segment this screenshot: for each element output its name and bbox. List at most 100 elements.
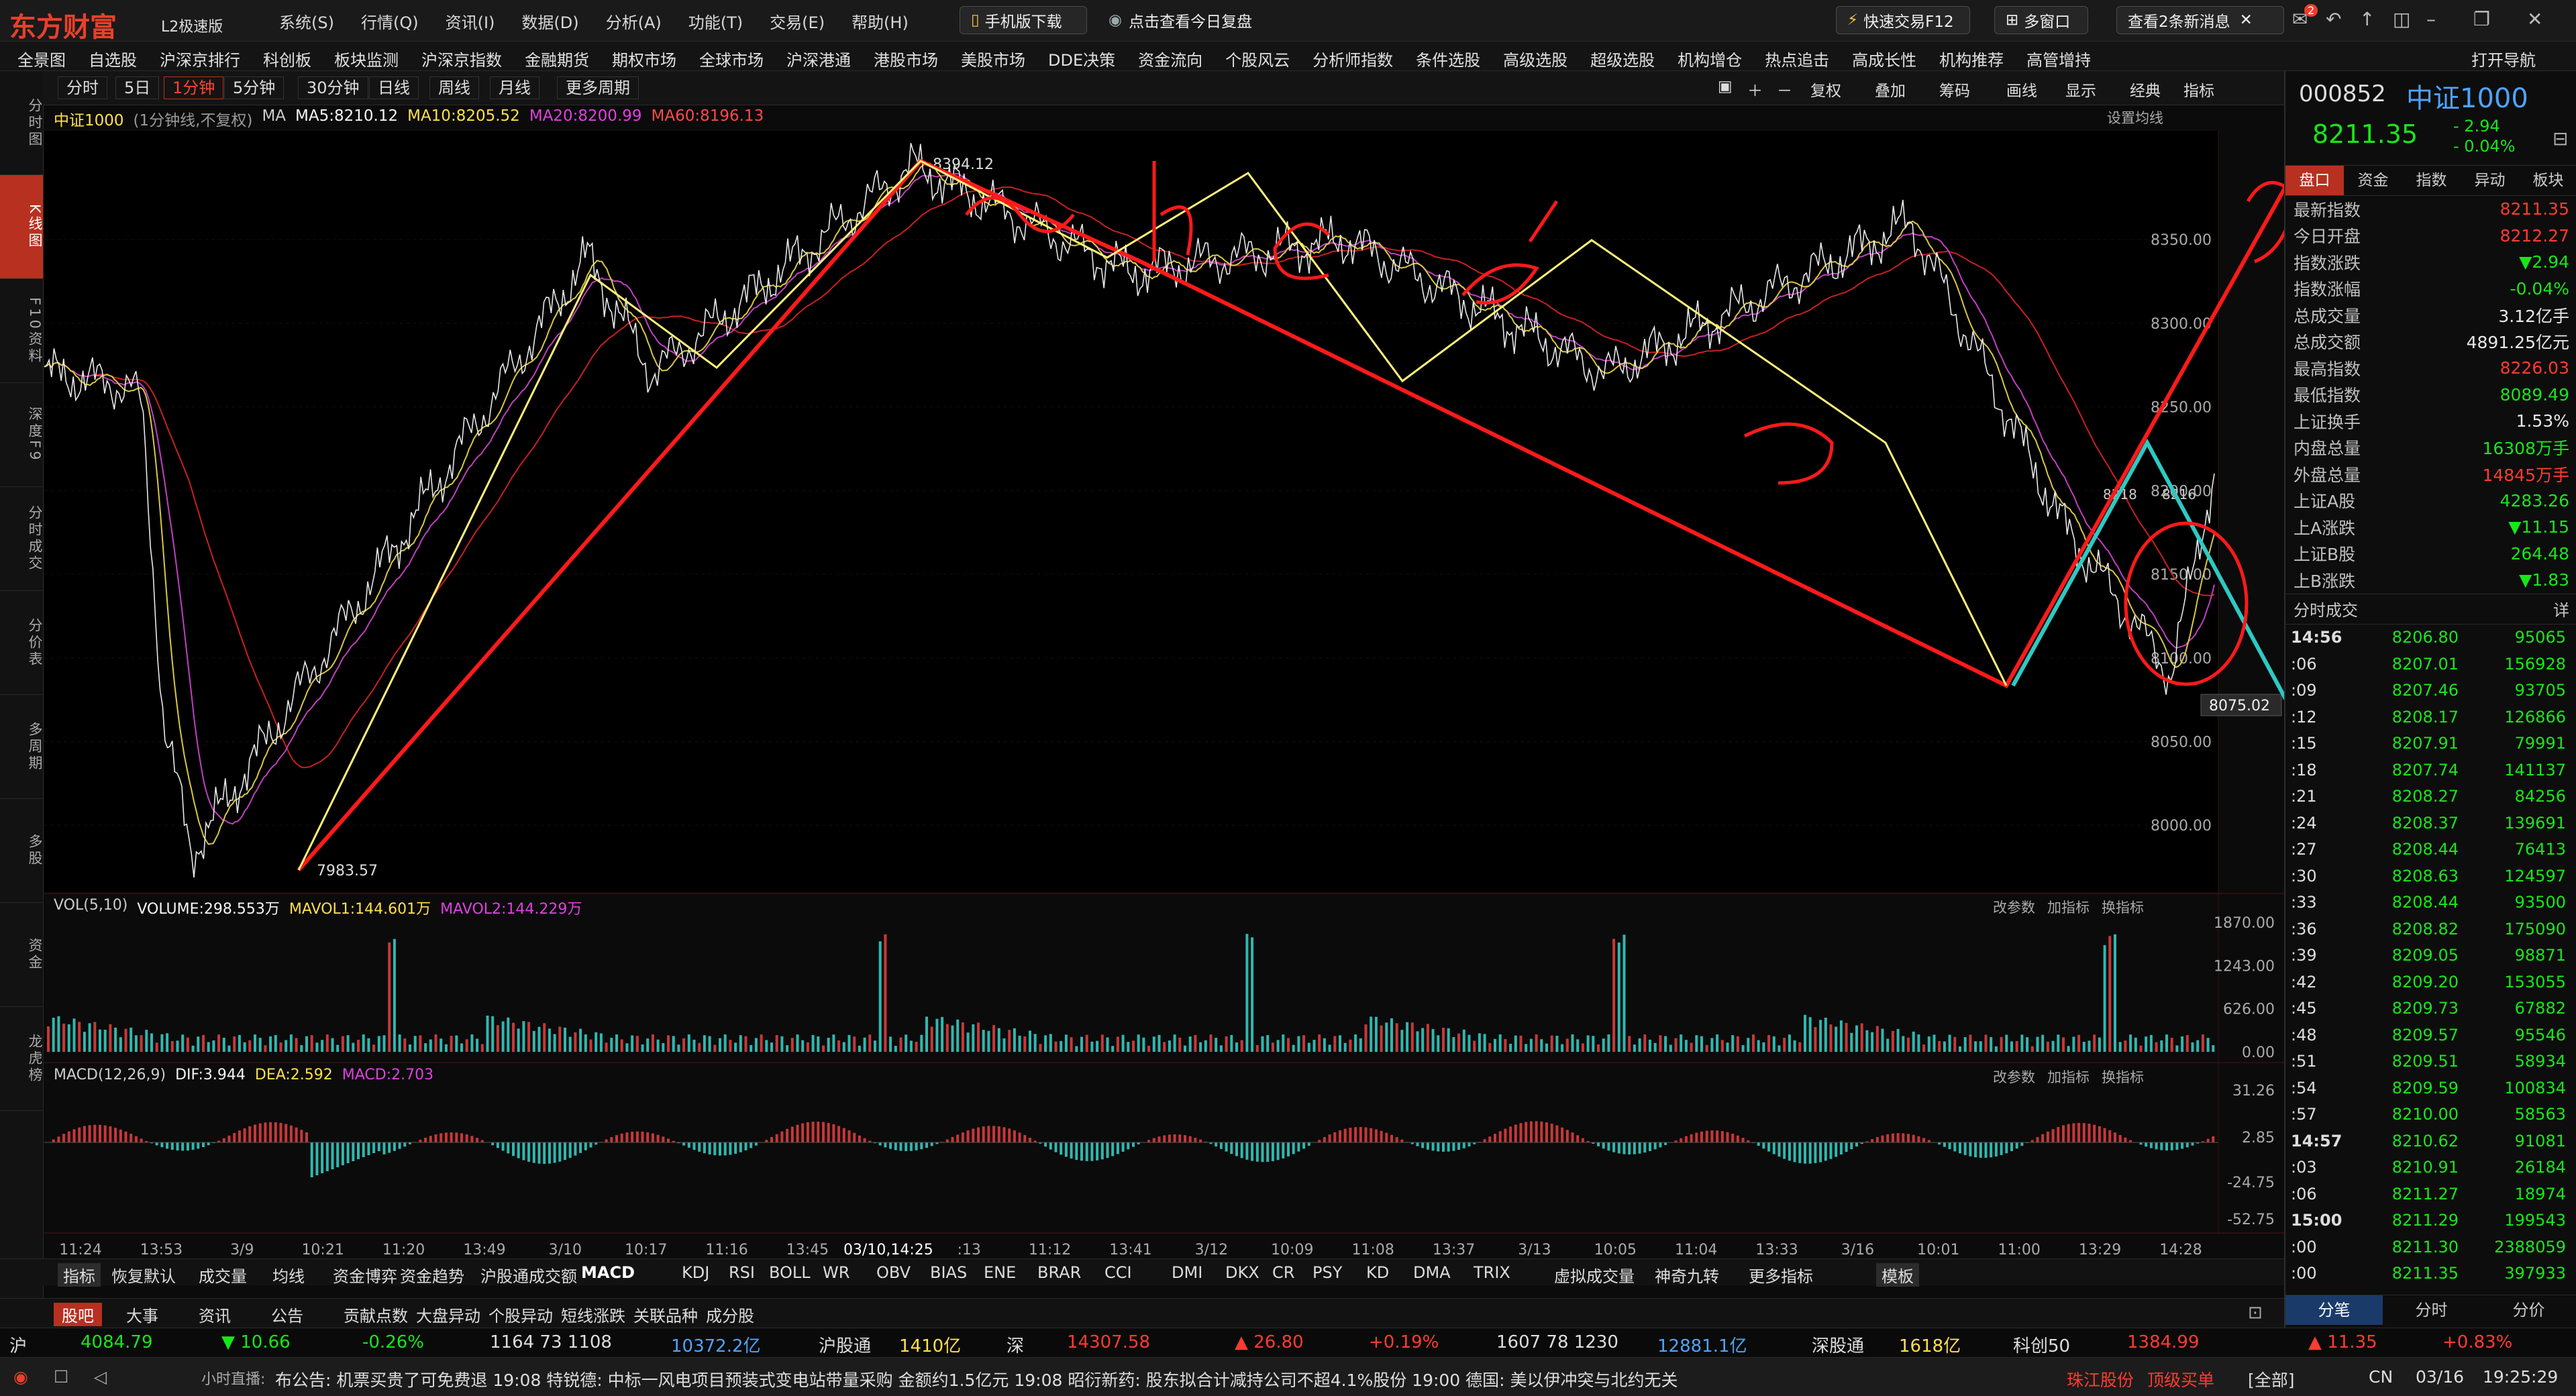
minimize-icon[interactable]: – — [2426, 8, 2436, 30]
indicator-tab[interactable]: BRAR — [1037, 1263, 1082, 1282]
period-tab[interactable]: 5分钟 — [224, 76, 285, 99]
alert-filter[interactable]: [全部] — [2248, 1371, 2295, 1390]
tab-ticks[interactable]: 分笔 — [2285, 1295, 2383, 1325]
news-tab[interactable]: 成分股 — [706, 1307, 754, 1326]
draw-button[interactable]: 画线 — [2006, 83, 2037, 100]
period-tab[interactable]: 周线 — [429, 76, 479, 99]
classic-button[interactable]: 经典 — [2130, 83, 2161, 100]
nav-item[interactable]: 热点追击 — [1765, 51, 1830, 70]
nav-item[interactable]: 高成长性 — [1852, 51, 1917, 70]
news-tab[interactable]: 公告 — [271, 1307, 303, 1326]
nav-item[interactable]: 沪深港通 — [786, 51, 851, 70]
chips-button[interactable]: 筹码 — [1939, 83, 1970, 100]
nav-item[interactable]: 机构增仓 — [1678, 51, 1743, 70]
left-tab[interactable]: 分时图 — [0, 71, 43, 175]
indicator-tab[interactable]: 资金博弈 — [333, 1267, 397, 1286]
macd-add-indicator[interactable]: 加指标 — [2047, 1069, 2090, 1085]
menu-quote[interactable]: 行情(Q) — [360, 13, 419, 32]
adjust-button[interactable]: 复权 — [1810, 83, 1841, 100]
back-icon[interactable]: ↶ — [2326, 8, 2342, 30]
nav-item[interactable]: 美股市场 — [961, 51, 1025, 70]
news-tab[interactable]: 大事 — [126, 1307, 158, 1326]
period-tab[interactable]: 月线 — [490, 76, 539, 99]
menu-analysis[interactable]: 分析(A) — [605, 13, 662, 32]
skin-icon[interactable]: ◫ — [2393, 8, 2411, 30]
nav-item[interactable]: 港股市场 — [874, 51, 938, 70]
back-nav-icon[interactable]: ◁ — [94, 1367, 107, 1387]
tab-price[interactable]: 分价 — [2512, 1301, 2545, 1320]
kc-index[interactable]: 1384.99 — [2127, 1332, 2200, 1352]
nav-item[interactable]: 全球市场 — [699, 51, 764, 70]
menu-news[interactable]: 资讯(I) — [445, 13, 495, 32]
left-tab[interactable]: 分时成交 — [0, 487, 43, 591]
zoom-in-icon[interactable]: ＋ — [1747, 83, 1763, 100]
quote-tab[interactable]: 板块 — [2532, 172, 2564, 189]
left-tab[interactable]: 多股 — [0, 799, 43, 903]
indicator-tab[interactable]: OBV — [876, 1263, 911, 1282]
news-tab[interactable]: 关联品种 — [633, 1307, 698, 1326]
period-tab[interactable]: 更多周期 — [557, 76, 639, 99]
indicator-tab[interactable]: BOLL — [769, 1263, 811, 1282]
indicator-tab[interactable]: 恢复默认 — [111, 1267, 176, 1286]
indicator-tab[interactable]: ENE — [984, 1263, 1017, 1282]
indicator-tab[interactable]: 虚拟成交量 — [1554, 1267, 1635, 1286]
alert-stock[interactable]: 珠江股份 — [2067, 1371, 2134, 1390]
nav-item[interactable]: 板块监测 — [334, 51, 399, 70]
quote-tab[interactable]: 盘口 — [2285, 166, 2344, 195]
news-tab[interactable]: 个股异动 — [488, 1307, 553, 1326]
left-tab[interactable]: 分价表 — [0, 591, 43, 695]
nav-item[interactable]: 科创板 — [263, 51, 311, 70]
indicator-tab[interactable]: 神奇九转 — [1655, 1267, 1719, 1286]
period-tab[interactable]: 1分钟 — [164, 76, 224, 99]
indicator-tab[interactable]: WR — [823, 1263, 850, 1282]
stop-icon[interactable]: ☐ — [54, 1367, 69, 1387]
fast-trade-button[interactable]: ⚡ 快速交易F12 — [1836, 6, 1970, 34]
ma-setting-button[interactable]: 设置均线 — [2107, 110, 2163, 126]
quote-tab[interactable]: 资金 — [2357, 172, 2389, 189]
news-tab[interactable]: 短线涨跌 — [561, 1307, 625, 1326]
period-tab[interactable]: 日线 — [369, 76, 419, 99]
indicator-tab[interactable]: KD — [1366, 1263, 1390, 1282]
indicator-tab[interactable]: TRIX — [1474, 1263, 1510, 1282]
indicator-tab[interactable]: BIAS — [930, 1263, 968, 1282]
nav-item[interactable]: 自选股 — [89, 51, 137, 70]
daily-review-link[interactable]: ◉ 点击查看今日复盘 — [1109, 11, 1253, 31]
nav-item[interactable]: 机构推荐 — [1939, 51, 2004, 70]
indicator-tab[interactable]: PSY — [1312, 1263, 1343, 1282]
menu-trade[interactable]: 交易(E) — [770, 13, 825, 32]
mail-icon[interactable]: ✉ 2 — [2292, 4, 2318, 30]
vol-edit-params[interactable]: 改参数 — [1993, 900, 2035, 916]
left-tab[interactable]: 多周期 — [0, 695, 43, 799]
record-icon[interactable]: ◉ — [13, 1367, 28, 1387]
nav-item[interactable]: 条件选股 — [1416, 51, 1481, 70]
indicator-button[interactable]: 指标 — [2183, 83, 2214, 100]
indicator-tab[interactable]: 资金趋势 — [400, 1267, 464, 1286]
indicator-tab[interactable]: RSI — [729, 1263, 755, 1282]
nav-item[interactable]: 高级选股 — [1503, 51, 1568, 70]
zoom-out-icon[interactable]: － — [1777, 83, 1792, 100]
indicator-tab[interactable]: 模板 — [1876, 1263, 1919, 1287]
nav-item[interactable]: 期权市场 — [612, 51, 676, 70]
nav-item[interactable]: DDE决策 — [1048, 51, 1116, 70]
indicator-tab[interactable]: DMA — [1413, 1263, 1451, 1282]
trade-list[interactable]: 14:56 8206.80 95065:06 8207.01 156928:09 8207… — [2285, 625, 2576, 1287]
left-tab[interactable]: 龙虎榜 — [0, 1007, 43, 1111]
left-tab[interactable]: 资金 — [0, 903, 43, 1007]
menu-data[interactable]: 数据(D) — [521, 13, 579, 32]
nav-item[interactable]: 沪深京排行 — [160, 51, 240, 70]
window-close-icon[interactable]: ✕ — [2527, 8, 2543, 30]
nav-item[interactable]: 资金流向 — [1138, 51, 1203, 70]
menu-system[interactable]: 系统(S) — [279, 13, 334, 32]
period-tab[interactable]: 分时 — [58, 76, 107, 99]
nav-item[interactable]: 超级选股 — [1590, 51, 1655, 70]
macd-edit-params[interactable]: 改参数 — [1993, 1069, 2035, 1085]
macd-switch-indicator[interactable]: 换指标 — [2102, 1069, 2144, 1085]
vol-add-indicator[interactable]: 加指标 — [2047, 900, 2090, 916]
indicator-tab[interactable]: MACD — [581, 1263, 635, 1282]
left-tab[interactable]: F10资料 — [0, 279, 43, 383]
collapse-icon[interactable]: ⊟ — [2553, 127, 2569, 150]
indicator-tab[interactable]: CCI — [1104, 1263, 1132, 1282]
nav-item[interactable]: 分析师指数 — [1312, 51, 1394, 70]
menu-help[interactable]: 帮助(H) — [852, 13, 909, 32]
nav-item[interactable]: 全景图 — [17, 51, 66, 70]
